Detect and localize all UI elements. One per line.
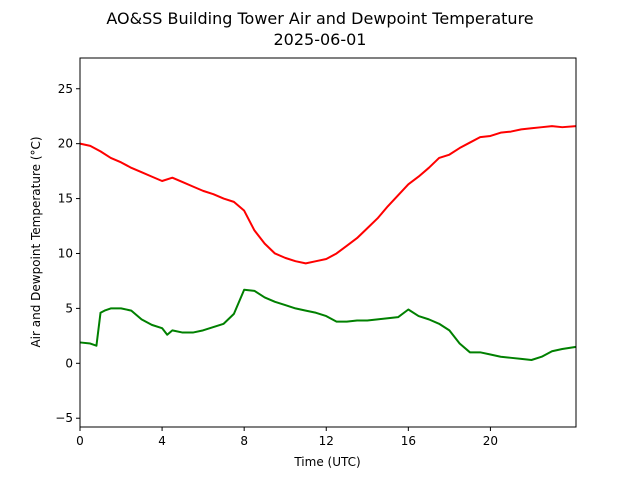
y-tick-label: 25 bbox=[58, 82, 73, 96]
x-tick-label: 0 bbox=[76, 434, 84, 448]
y-tick-label: 10 bbox=[58, 246, 73, 260]
y-tick-label: 15 bbox=[58, 192, 73, 206]
y-tick-label: 5 bbox=[65, 301, 73, 315]
x-tick-label: 16 bbox=[401, 434, 416, 448]
x-tick-label: 4 bbox=[158, 434, 166, 448]
x-axis-label: Time (UTC) bbox=[293, 455, 360, 469]
x-tick-label: 20 bbox=[483, 434, 498, 448]
plot-frame bbox=[79, 57, 577, 428]
x-tick-label: 12 bbox=[319, 434, 334, 448]
y-tick-label: 0 bbox=[65, 356, 73, 370]
y-axis-label: Air and Dewpoint Temperature (°C) bbox=[29, 136, 43, 347]
y-tick-label: 20 bbox=[58, 137, 73, 151]
chart-title: AO&SS Building Tower Air and Dewpoint Te… bbox=[106, 9, 533, 28]
air-temperature-line bbox=[79, 125, 577, 265]
y-tick-label: −5 bbox=[55, 411, 73, 425]
chart-subtitle: 2025-06-01 bbox=[274, 30, 367, 49]
dewpoint-temperature-line bbox=[79, 288, 577, 362]
x-tick-label: 8 bbox=[240, 434, 248, 448]
